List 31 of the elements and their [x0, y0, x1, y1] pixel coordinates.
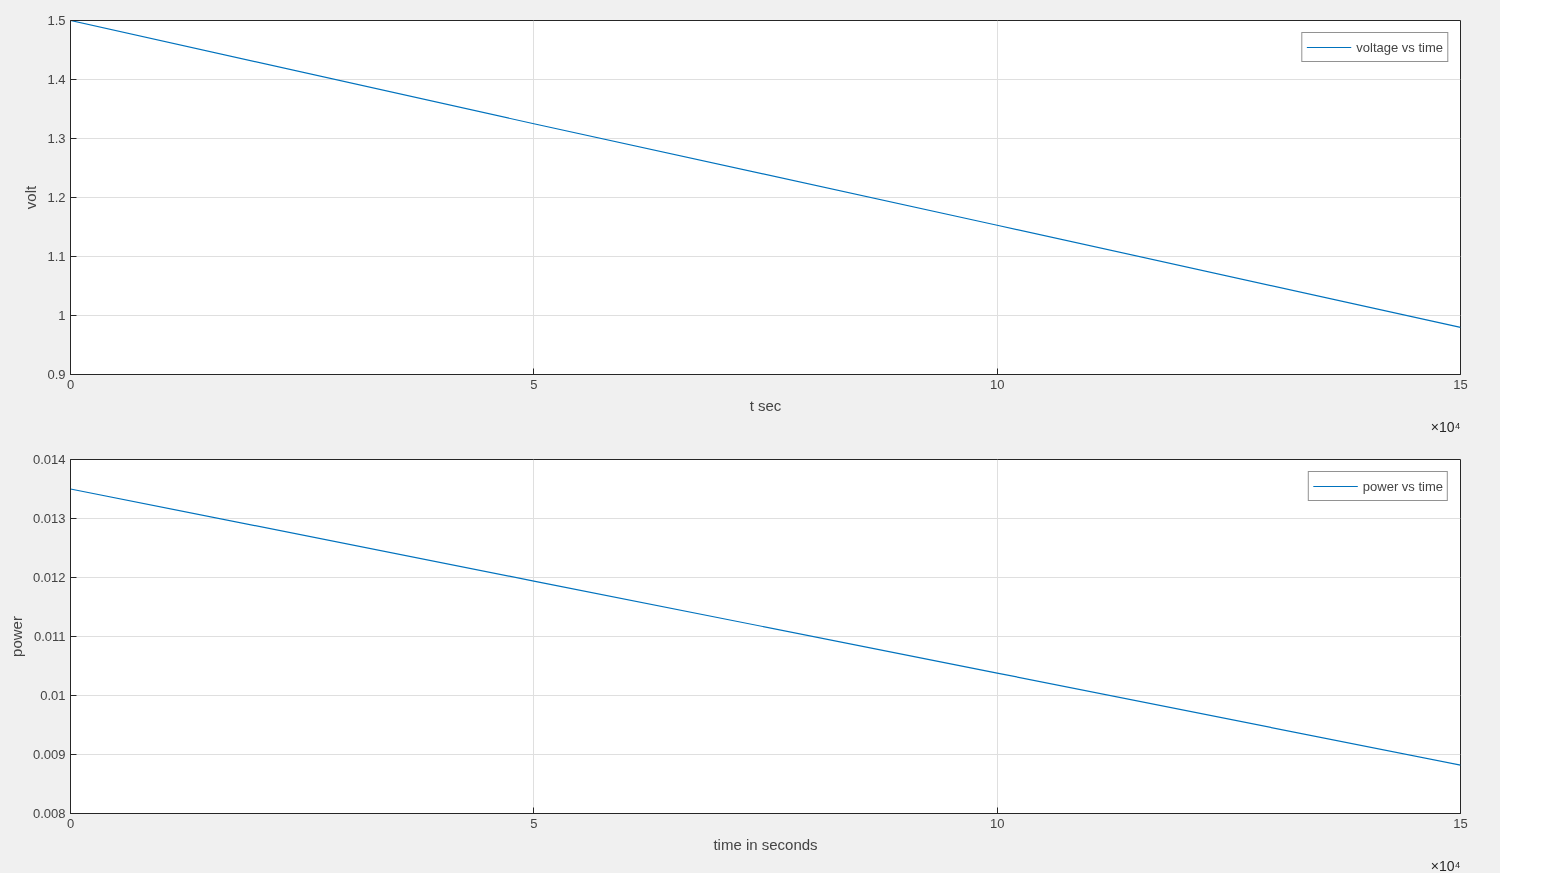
legend-label: voltage vs time [1356, 39, 1443, 55]
y-tick-label: 0.9 [47, 367, 66, 382]
y-tick-label: 0.013 [32, 511, 66, 526]
x-axis-title: time in seconds [713, 835, 818, 853]
x-tick-label: 0 [66, 815, 75, 831]
y-axis-title: power [7, 616, 25, 657]
y-axis-title: volt [22, 185, 40, 210]
x-tick-label: 5 [530, 815, 538, 831]
legend-label: power vs time [1362, 478, 1443, 494]
text: ×10⁴ [1430, 418, 1461, 435]
y-tick-label: 0.014 [32, 452, 66, 467]
y-tick-label: 0.011 [33, 629, 66, 644]
text: ×10⁴ [1430, 857, 1461, 874]
x-tick-label: 5 [530, 376, 538, 392]
y-tick-label: 0.009 [32, 747, 66, 762]
y-tick-label: 1.1 [47, 249, 66, 264]
x-tick-label: 15 [1453, 376, 1468, 392]
x-tick-label: 10 [989, 376, 1005, 392]
y-tick-label: 1 [58, 308, 66, 323]
y-tick-label: 1.3 [47, 131, 66, 146]
x-tick-label: 0 [66, 376, 75, 392]
y-tick-label: 1.5 [47, 13, 66, 28]
x-axis-title: t sec [749, 396, 782, 414]
y-tick-label: 0.01 [40, 688, 66, 703]
y-tick-label: 1.4 [47, 72, 66, 87]
y-tick-label: 0.012 [32, 570, 66, 585]
line-series [70, 20, 1461, 328]
x-tick-label: 10 [989, 815, 1005, 831]
x-tick-label: 15 [1453, 815, 1468, 831]
y-tick-label: 0.008 [32, 806, 66, 821]
y-tick-label: 1.2 [47, 190, 66, 205]
